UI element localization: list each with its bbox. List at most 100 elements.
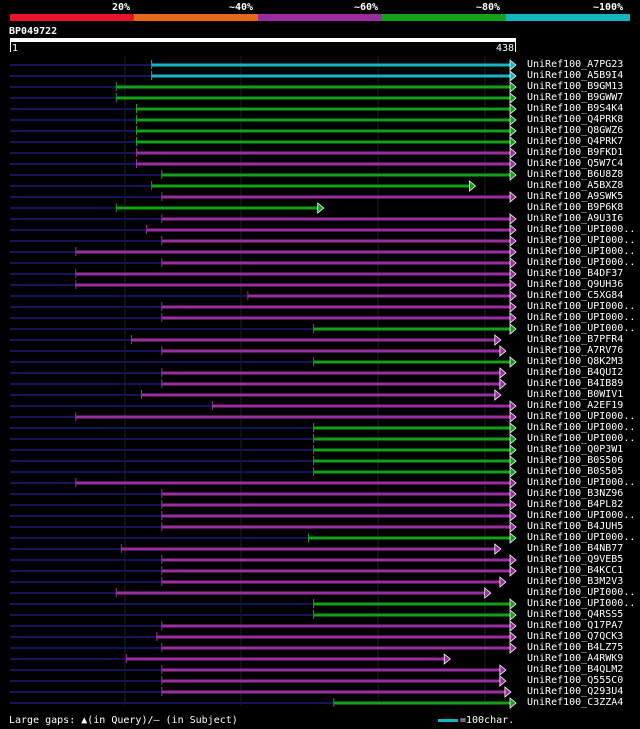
hit-end-arrow (509, 136, 517, 148)
hit-label[interactable]: UniRef100_Q8GWZ6 (527, 125, 624, 136)
hit-end-arrow (509, 312, 517, 324)
hit-label[interactable]: UniRef100_Q4PRK7 (527, 136, 624, 147)
hit-end-arrow (499, 367, 507, 379)
hit-label[interactable]: UniRef100_C3ZZA4 (527, 697, 624, 708)
hit-label[interactable]: UniRef100_B3NZ96 (527, 488, 624, 499)
scale-bar-sample (438, 719, 458, 722)
hit-label[interactable]: UniRef100_Q9VEB5 (527, 554, 624, 565)
hit-end-arrow (509, 477, 517, 489)
hit-label[interactable]: UniRef100_Q7QCK3 (527, 631, 624, 642)
hit-end-arrow (509, 70, 517, 82)
scale-segment-20 (10, 14, 134, 21)
hit-label[interactable]: UniRef100_B4LZ75 (527, 642, 624, 653)
hit-label[interactable]: UniRef100_UPI000.. (527, 246, 636, 257)
hit-end-arrow (509, 444, 517, 456)
hit-label[interactable]: UniRef100_A9U3I6 (527, 213, 624, 224)
query-start-tick (10, 42, 11, 52)
query-bar (10, 38, 516, 42)
hit-label[interactable]: UniRef100_B0WIV1 (527, 389, 624, 400)
hit-bars (10, 59, 517, 709)
hit-end-arrow (509, 81, 517, 93)
hit-label[interactable]: UniRef100_A2EF19 (527, 400, 624, 411)
scale-label-100: ~100% (593, 2, 624, 13)
hit-label[interactable]: UniRef100_C5XG84 (527, 290, 624, 301)
hit-end-arrow (469, 180, 477, 192)
hit-end-arrow (499, 378, 507, 390)
hit-label[interactable]: UniRef100_Q0P3W1 (527, 444, 624, 455)
hit-end-arrow (509, 631, 517, 643)
hit-label[interactable]: UniRef100_UPI000.. (527, 411, 636, 422)
hit-label[interactable]: UniRef100_UPI000.. (527, 433, 636, 444)
hit-label[interactable]: UniRef100_UPI000.. (527, 312, 636, 323)
hit-label[interactable]: UniRef100_B7PFR4 (527, 334, 624, 345)
hit-label[interactable]: UniRef100_B9GM13 (527, 81, 624, 92)
hit-label[interactable]: UniRef100_B9S4K4 (527, 103, 624, 114)
hit-label[interactable]: UniRef100_UPI000.. (527, 257, 636, 268)
hit-label[interactable]: UniRef100_B0S505 (527, 466, 624, 477)
hit-label[interactable]: UniRef100_UPI000.. (527, 224, 636, 235)
hit-label[interactable]: UniRef100_B9FKD1 (527, 147, 624, 158)
hit-label[interactable]: UniRef100_UPI000.. (527, 422, 636, 433)
hit-label[interactable]: UniRef100_B3M2V3 (527, 576, 624, 587)
hit-label[interactable]: UniRef100_A4RWK9 (527, 653, 624, 664)
hit-label[interactable]: UniRef100_A7PG23 (527, 59, 624, 70)
hit-label[interactable]: UniRef100_Q4PRK8 (527, 114, 624, 125)
hit-label[interactable]: UniRef100_B9GWW7 (527, 92, 624, 103)
hit-label[interactable]: UniRef100_Q555C0 (527, 675, 624, 686)
hit-label[interactable]: UniRef100_B4QUI2 (527, 367, 624, 378)
hit-end-arrow (509, 279, 517, 291)
scale-label-60: ~60% (354, 2, 379, 13)
hit-end-arrow (509, 235, 517, 247)
hit-label[interactable]: UniRef100_UPI000.. (527, 532, 636, 543)
hit-label[interactable]: UniRef100_UPI000.. (527, 235, 636, 246)
hit-end-arrow (509, 521, 517, 533)
hit-label[interactable]: UniRef100_B4KCC1 (527, 565, 624, 576)
hit-end-arrow (509, 125, 517, 137)
scale-segment-100 (506, 14, 630, 21)
hit-end-arrow (499, 576, 507, 588)
hit-label[interactable]: UniRef100_B4DF37 (527, 268, 624, 279)
hit-end-arrow (499, 345, 507, 357)
hit-label[interactable]: UniRef100_B6U8Z8 (527, 169, 624, 180)
hit-end-arrow (509, 642, 517, 654)
hit-label[interactable]: UniRef100_UPI000.. (527, 587, 636, 598)
hit-label[interactable]: UniRef100_UPI000.. (527, 510, 636, 521)
hit-end-arrow (509, 488, 517, 500)
hit-end-arrow (509, 598, 517, 610)
hit-label[interactable]: UniRef100_B4IB89 (527, 378, 624, 389)
query-start: 1 (12, 43, 19, 54)
hit-label[interactable]: UniRef100_B4JUH5 (527, 521, 624, 532)
hit-label[interactable]: UniRef100_UPI000.. (527, 598, 636, 609)
hit-end-arrow (509, 246, 517, 258)
hit-end-arrow (509, 455, 517, 467)
hit-end-arrow (484, 587, 492, 599)
hit-label[interactable]: UniRef100_B4QLM2 (527, 664, 624, 675)
hit-label[interactable]: UniRef100_Q5W7C4 (527, 158, 624, 169)
hit-label[interactable]: UniRef100_B0S506 (527, 455, 624, 466)
hit-label[interactable]: UniRef100_A7RV76 (527, 345, 624, 356)
hit-label[interactable]: UniRef100_A5BXZ8 (527, 180, 624, 191)
hit-end-arrow (509, 609, 517, 621)
hit-end-arrow (509, 169, 517, 181)
hit-label[interactable]: UniRef100_UPI000.. (527, 477, 636, 488)
hit-label[interactable]: UniRef100_B9P6K8 (527, 202, 624, 213)
hit-label[interactable]: UniRef100_UPI000.. (527, 323, 636, 334)
hit-label[interactable]: UniRef100_A5B9I4 (527, 70, 624, 81)
hit-end-arrow (509, 400, 517, 412)
hit-label[interactable]: UniRef100_Q17PA7 (527, 620, 624, 631)
hit-end-arrow (494, 389, 502, 401)
hit-label[interactable]: UniRef100_UPI000.. (527, 301, 636, 312)
hit-label[interactable]: UniRef100_B4NB77 (527, 543, 624, 554)
hit-label[interactable]: UniRef100_A9SWK5 (527, 191, 624, 202)
hit-label[interactable]: UniRef100_Q9UH36 (527, 279, 624, 290)
hit-end-arrow (504, 686, 512, 698)
hit-end-arrow (509, 290, 517, 302)
hit-label[interactable]: UniRef100_Q293U4 (527, 686, 624, 697)
scale-label-80: ~80% (476, 2, 501, 13)
scale-segment-40 (134, 14, 258, 21)
hit-label[interactable]: UniRef100_B4PL82 (527, 499, 624, 510)
scale-bar-label: =100char. (460, 715, 515, 726)
gap-legend: Large gaps: ▲(in Query)/– (in Subject) (9, 715, 238, 726)
hit-label[interactable]: UniRef100_Q8K2M3 (527, 356, 624, 367)
hit-label[interactable]: UniRef100_Q4RSS5 (527, 609, 624, 620)
